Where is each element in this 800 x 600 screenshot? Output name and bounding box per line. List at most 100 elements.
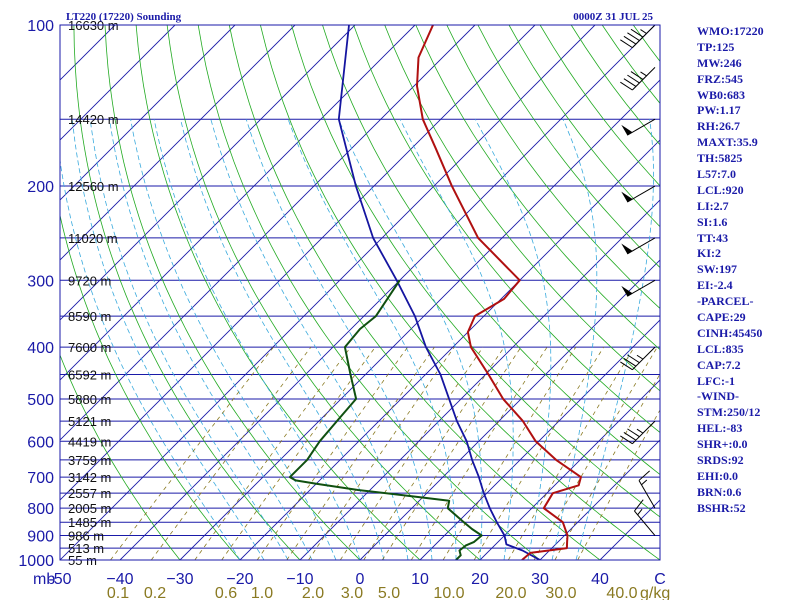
dry-adiabat-line: [60, 213, 241, 560]
temperature-tick-label: 20: [471, 571, 489, 588]
mixing-ratio-tick-label: 1.0: [251, 585, 273, 600]
mixing-ratio-line: [507, 346, 635, 560]
index-item: -PARCEL-: [697, 294, 754, 309]
wind-barb-shaft: [632, 346, 656, 371]
wind-barb-flag: [620, 361, 633, 371]
dry-adiabat-line: [446, 25, 660, 310]
index-item: MAXT:35.9: [697, 135, 758, 150]
temperature-tick-label: −30: [166, 571, 193, 588]
height-label: 7600 m: [68, 340, 111, 355]
dewpoint-trace-line: [288, 279, 483, 560]
dry-adiabat-line: [291, 25, 660, 518]
index-item: BRN:0.6: [697, 484, 742, 499]
index-item: -WIND-: [697, 389, 739, 404]
dry-adiabat-line: [322, 25, 660, 475]
wind-barb-shaft: [632, 420, 656, 445]
height-label: 986 m: [68, 529, 104, 544]
pressure-tick-label: 1000: [18, 553, 54, 570]
index-item: LI:2.7: [697, 198, 729, 213]
isotherm-line: [60, 25, 176, 141]
wind-barb-flag: [623, 357, 637, 367]
temperature-tick-label: C: [654, 571, 666, 588]
mixing-ratio-line: [308, 346, 455, 560]
moist-adiabat-line: [210, 119, 409, 560]
dry-adiabat-line: [477, 25, 660, 269]
wind-barb-flag: [620, 435, 633, 445]
height-label: 5880 m: [68, 392, 111, 407]
index-item: CINH:45450: [697, 325, 763, 340]
index-item: BSHR:52: [697, 500, 746, 515]
pressure-tick-label: 900: [27, 529, 54, 546]
height-label: 8590 m: [68, 309, 111, 324]
isotherm-line: [119, 25, 656, 560]
mixing-ratio-line: [533, 346, 658, 560]
index-item: WMO:17220: [697, 24, 764, 38]
wind-barb-shaft: [638, 480, 656, 509]
temperature-trace-line: [416, 25, 582, 560]
height-label: 11020 m: [68, 231, 118, 246]
temperature-tick-label: 30: [531, 571, 549, 588]
dry-adiabat-line: [197, 25, 541, 560]
height-label: 3142 m: [68, 470, 111, 485]
temperature-tick-label: 40: [591, 571, 609, 588]
wind-barb-flag: [620, 39, 633, 49]
wind-barb-shaft: [627, 118, 656, 136]
mixing-ratio-tick-label: 2.0: [302, 585, 324, 600]
dry-adiabat-line: [415, 25, 660, 351]
mixing-ratio-tick-label: 30.0: [545, 585, 576, 600]
moist-adiabat-line: [245, 119, 433, 560]
moist-adiabat-line: [399, 119, 514, 560]
isotherm-line: [60, 25, 236, 201]
wind-barb-half-flag: [640, 71, 647, 77]
wind-barb-flag: [630, 28, 644, 38]
mixing-ratio-line: [339, 346, 484, 560]
temperature-tick-label: 0: [356, 571, 365, 588]
height-label: 2557 m: [68, 486, 111, 501]
wind-barb-pennant: [621, 191, 633, 203]
mixing-ratio-line: [194, 346, 352, 560]
mixing-ratio-line: [363, 346, 505, 560]
mixing-ratio-tick-label: 20.0: [495, 585, 526, 600]
index-item: L57:7.0: [697, 167, 736, 182]
index-item: WB0:683: [697, 87, 745, 102]
isotherm-line: [539, 439, 660, 560]
dry-adiabat-line: [228, 25, 601, 560]
height-label: 5121 m: [68, 414, 111, 429]
moist-adiabat-line: [89, 119, 289, 560]
temperature-tick-label: −10: [286, 571, 313, 588]
index-item: HEL:-83: [697, 421, 743, 436]
mixing-ratio-line: [410, 346, 548, 560]
pressure-tick-label: 100: [27, 18, 54, 35]
moist-adiabat-line: [287, 119, 457, 560]
wind-barb-flag: [630, 71, 644, 80]
wind-barb-shaft: [627, 185, 656, 203]
height-label: 14420 m: [68, 112, 119, 127]
wind-barb-flag: [623, 431, 637, 441]
wind-barb-shaft: [627, 237, 656, 255]
index-item: CAP:7.2: [697, 357, 741, 372]
moist-adiabat-grid: [60, 119, 654, 560]
wind-barb-shaft: [634, 510, 656, 536]
pressure-tick-label: 800: [27, 501, 54, 518]
dry-adiabat-line: [135, 25, 421, 560]
moist-adiabat-line: [474, 119, 552, 560]
height-label: 3759 m: [68, 453, 111, 468]
isotherm-line: [239, 139, 660, 560]
index-item: MW:246: [697, 55, 742, 70]
mixing-ratio-line: [442, 346, 577, 560]
index-item: LCL:835: [697, 341, 744, 356]
mixing-ratio-line: [473, 346, 605, 560]
pressure-tick-label: 500: [27, 392, 54, 409]
index-item: RH:26.7: [697, 119, 740, 134]
isotherm-line: [60, 25, 536, 501]
moist-adiabat-line: [153, 119, 361, 560]
temperature-tick-label: 10: [411, 571, 429, 588]
index-item: TH:5825: [697, 151, 743, 166]
wind-barb-flag: [634, 499, 644, 512]
mixing-ratio-line: [286, 346, 435, 560]
wind-barb: [620, 346, 656, 371]
pressure-tick-label: 300: [27, 273, 54, 290]
mixing-ratio-tick-label: 0.6: [215, 585, 237, 600]
wind-barb: [621, 118, 656, 136]
